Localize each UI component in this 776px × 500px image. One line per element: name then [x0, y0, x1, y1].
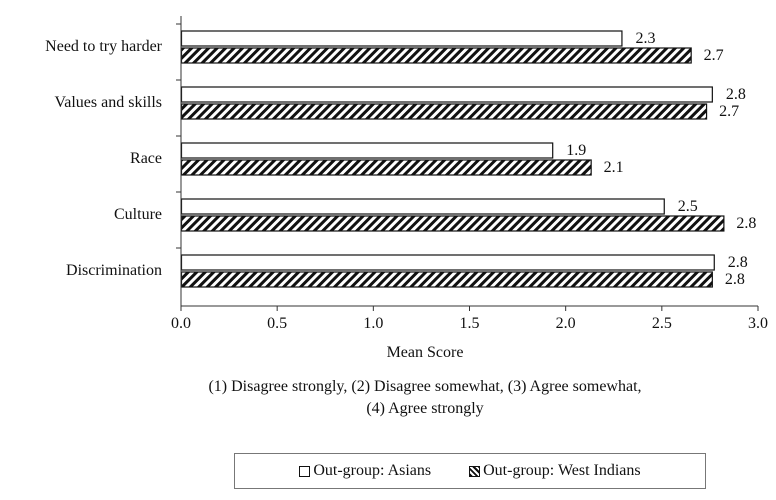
x-axis-label: Mean Score	[386, 344, 464, 361]
data-label-values-and-skills-asians: 2.8	[726, 86, 746, 103]
x-tick-label: 0.0	[171, 315, 191, 332]
data-label-need-to-try-harder-asians: 2.3	[635, 30, 655, 47]
bar-discrimination-west-indians	[180, 271, 713, 288]
bar-values-and-skills-asians	[180, 86, 713, 103]
category-label-values-and-skills: Values and skills	[54, 94, 162, 111]
legend-label-asians: Out-group: Asians	[313, 462, 432, 479]
legend: Out-group: Asians Out-group: West Indian…	[234, 453, 706, 489]
legend-label-west-indians: Out-group: West Indians	[483, 462, 641, 479]
bar-need-to-try-harder-asians	[180, 30, 623, 47]
x-tick-label: 2.5	[652, 315, 672, 332]
x-tick-label: 1.5	[460, 315, 480, 332]
bar-race-asians	[180, 142, 554, 159]
data-label-culture-asians: 2.5	[678, 198, 698, 215]
data-label-race-asians: 1.9	[566, 142, 586, 159]
bar-discrimination-asians	[180, 254, 715, 271]
legend-swatch-west-indians	[469, 465, 481, 477]
data-label-race-west-indians: 2.1	[604, 159, 624, 176]
bar-race-west-indians	[180, 159, 592, 176]
category-label-race: Race	[130, 150, 162, 167]
legend-item-asians: Out-group: Asians	[299, 462, 431, 480]
category-label-culture: Culture	[114, 206, 162, 223]
scale-note-line-2: (4) Agree strongly	[366, 400, 484, 417]
data-label-discrimination-west-indians: 2.8	[725, 271, 745, 288]
legend-item-west-indians: Out-group: West Indians	[469, 462, 641, 480]
data-label-discrimination-asians: 2.8	[728, 254, 748, 271]
bar-values-and-skills-west-indians	[180, 103, 708, 120]
category-label-need-to-try-harder: Need to try harder	[45, 38, 163, 55]
bar-culture-asians	[180, 198, 665, 215]
data-label-values-and-skills-west-indians: 2.7	[719, 103, 739, 120]
x-tick-label: 3.0	[748, 315, 768, 332]
legend-swatch-asians	[299, 465, 311, 477]
x-tick-label: 1.0	[363, 315, 383, 332]
data-label-culture-west-indians: 2.8	[736, 215, 756, 232]
category-label-discrimination: Discrimination	[66, 262, 162, 279]
bar-chart: 0.0 0.5 1.0 1.5 2.0 2.5 3.0 Need to try harder 2…	[45, 16, 768, 332]
bar-need-to-try-harder-west-indians	[180, 47, 692, 64]
bar-culture-west-indians	[180, 215, 725, 232]
scale-note-line-1: (1) Disagree strongly, (2) Disagree some…	[208, 378, 642, 395]
x-tick-label: 2.0	[556, 315, 576, 332]
x-tick-label: 0.5	[267, 315, 287, 332]
data-label-need-to-try-harder-west-indians: 2.7	[704, 47, 724, 64]
